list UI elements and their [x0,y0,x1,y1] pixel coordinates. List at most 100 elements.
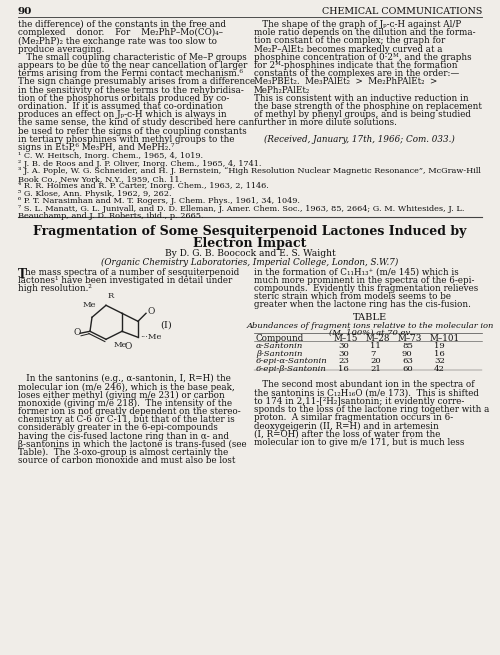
Text: the difference) of the constants in the free and: the difference) of the constants in the … [18,20,226,29]
Text: O: O [73,328,80,337]
Text: β-santonins in which the lactone is trans-fused (see: β-santonins in which the lactone is tran… [18,440,246,449]
Text: In the santonins (e.g., α-santonin, I, R=H) the: In the santonins (e.g., α-santonin, I, R… [18,374,231,383]
Text: tion of the phosphorus orbitals produced by co-: tion of the phosphorus orbitals produced… [18,94,230,103]
Text: O: O [147,307,154,316]
Text: 60: 60 [402,365,413,373]
Text: Me₂P–AlEt₂ becomes markedly curved at a: Me₂P–AlEt₂ becomes markedly curved at a [254,45,442,54]
Text: M–15: M–15 [334,334,358,343]
Text: 63: 63 [402,358,413,365]
Text: molecular ion (m/e 246), which is the base peak,: molecular ion (m/e 246), which is the ba… [18,383,235,392]
Text: Me: Me [82,301,96,309]
Text: 85: 85 [402,343,413,350]
Text: 11: 11 [370,343,381,350]
Text: tion constant of the complex; the graph for: tion constant of the complex; the graph … [254,37,446,45]
Text: TABLE: TABLE [353,312,387,322]
Text: produces an effect on Jₚ-ᴄ-H which is always in: produces an effect on Jₚ-ᴄ-H which is al… [18,110,227,119]
Text: in tertiary phosphines with methyl groups to the: in tertiary phosphines with methyl group… [18,135,234,144]
Text: former ion is not greatly dependent on the stereo-: former ion is not greatly dependent on t… [18,407,241,416]
Text: 42: 42 [434,365,445,373]
Text: β-Santonin: β-Santonin [256,350,302,358]
Text: deoxygeigerin (II, R=H) and in artemesin: deoxygeigerin (II, R=H) and in artemesin [254,421,439,430]
Text: α-Santonin: α-Santonin [256,343,304,350]
Text: 7: 7 [370,350,376,358]
Text: much more prominent in the spectra of the 6-epi-: much more prominent in the spectra of th… [254,276,474,285]
Text: having the cis-fused lactone ring than in α- and: having the cis-fused lactone ring than i… [18,432,229,441]
Text: loses either methyl (giving m/e 231) or carbon: loses either methyl (giving m/e 231) or … [18,390,225,400]
Text: ¹ C. W. Heitsch, Inorg. Chem., 1965, 4, 1019.: ¹ C. W. Heitsch, Inorg. Chem., 1965, 4, … [18,152,203,160]
Text: ⁶ P. T. Narasimhan and M. T. Rogers, J. Chem. Phys., 1961, 34, 1049.: ⁶ P. T. Narasimhan and M. T. Rogers, J. … [18,197,300,205]
Text: further in more dilute solutions.: further in more dilute solutions. [254,119,397,128]
Text: the base strength of the phosphine on replacement: the base strength of the phosphine on re… [254,102,482,111]
Text: 30: 30 [338,343,349,350]
Text: CHEMICAL COMMUNICATIONS: CHEMICAL COMMUNICATIONS [322,7,482,16]
Text: T: T [18,268,27,281]
Text: appears to be due to the near cancellation of larger: appears to be due to the near cancellati… [18,61,248,70]
Text: (I, R=OH) after the loss of water from the: (I, R=OH) after the loss of water from t… [254,430,440,439]
Text: source of carbon monoxide and must also be lost: source of carbon monoxide and must also … [18,457,236,465]
Text: The small coupling characteristic of Me–P groups: The small coupling characteristic of Me–… [18,53,247,62]
Text: M–28: M–28 [366,334,390,343]
Text: 6-epi-β-Santonin: 6-epi-β-Santonin [256,365,327,373]
Text: 20: 20 [370,358,381,365]
Text: Electron Impact: Electron Impact [194,236,306,250]
Text: MePh₂PAlEt₂: MePh₂PAlEt₂ [254,86,310,94]
Text: ···Me: ···Me [140,333,162,341]
Text: 16: 16 [434,350,445,358]
Text: The shape of the graph of Jₚ-ᴄ-H against Al/P: The shape of the graph of Jₚ-ᴄ-H against… [254,20,461,29]
Text: be used to refer the signs of the coupling constants: be used to refer the signs of the coupli… [18,126,247,136]
Text: 21: 21 [370,365,381,373]
Text: sponds to the loss of the lactone ring together with a: sponds to the loss of the lactone ring t… [254,405,490,414]
Text: ² J. B. de Roos and J. P. Oliver, Inorg. Chem., 1965, 4, 1741.: ² J. B. de Roos and J. P. Oliver, Inorg.… [18,160,262,168]
Text: considerably greater in the 6-epi-compounds: considerably greater in the 6-epi-compou… [18,424,218,432]
Text: (I): (I) [160,321,172,330]
Text: R: R [108,292,114,300]
Text: (M, 100%) at 70 ev.: (M, 100%) at 70 ev. [328,329,411,337]
Text: the santonins is C₁₂H₁₆O (m/e 173).  This is shifted: the santonins is C₁₂H₁₆O (m/e 173). This… [254,388,479,398]
Text: high resolution.²: high resolution.² [18,284,92,293]
Text: (Received, January, 17th, 1966; Com. 033.): (Received, January, 17th, 1966; Com. 033… [264,135,455,144]
Text: molecular ion to give m/e 171, but is much less: molecular ion to give m/e 171, but is mu… [254,438,464,447]
Text: ³ J. A. Pople, W. G. Schneider, and H. J. Bernstein, “High Resolution Nuclear Ma: ³ J. A. Pople, W. G. Schneider, and H. J… [18,167,481,175]
Text: compounds.  Evidently this fragmentation relieves: compounds. Evidently this fragmentation … [254,284,478,293]
Text: Table).  The 3-oxo-group is almost certainly the: Table). The 3-oxo-group is almost certai… [18,448,228,457]
Text: produce averaging.: produce averaging. [18,45,104,54]
Text: The sign change presumably arises from a difference: The sign change presumably arises from a… [18,77,255,86]
Text: ⁷ S. L. Manatt, G. L. Junivall, and D. D. Elleman, J. Amer. Chem. Soc., 1963, 85: ⁷ S. L. Manatt, G. L. Junivall, and D. D… [18,205,464,213]
Text: proton.  A similar fragmentation occurs in 6-: proton. A similar fragmentation occurs i… [254,413,453,422]
Text: ⁵ G. Klose, Ann. Physik, 1962, 9, 262.: ⁵ G. Klose, Ann. Physik, 1962, 9, 262. [18,190,172,198]
Text: (Me₂PhP)₂ the exchange rate was too slow to: (Me₂PhP)₂ the exchange rate was too slow… [18,37,217,46]
Text: signs in Et₃P,⁶ Me₃PH, and MePH₂.⁷: signs in Et₃P,⁶ Me₃PH, and MePH₂.⁷ [18,143,174,152]
Text: Compound: Compound [256,334,304,343]
Text: Me: Me [113,341,127,349]
Text: 23: 23 [338,358,349,365]
Text: 19: 19 [434,343,445,350]
Text: greater when the lactone ring has the cis-fusion.: greater when the lactone ring has the ci… [254,301,471,310]
Text: 6-epi-α-Santonin: 6-epi-α-Santonin [256,358,328,365]
Text: ⁴ R. R. Holmes and R. P. Carter, Inorg. Chem., 1963, 2, 1146.: ⁴ R. R. Holmes and R. P. Carter, Inorg. … [18,182,269,190]
Text: 32: 32 [434,358,445,365]
Text: phosphine concentration of 0·2ᴹ, and the graphs: phosphine concentration of 0·2ᴹ, and the… [254,53,472,62]
Text: in the formation of C₁₁H₁₃⁺ (m/e 145) which is: in the formation of C₁₁H₁₃⁺ (m/e 145) wh… [254,268,459,276]
Text: This is consistent with an inductive reduction in: This is consistent with an inductive red… [254,94,468,103]
Text: for 2ᴹ-phosphines indicate that the formation: for 2ᴹ-phosphines indicate that the form… [254,61,458,70]
Text: 30: 30 [338,350,349,358]
Text: monoxide (giving m/e 218).  The intensity of the: monoxide (giving m/e 218). The intensity… [18,399,232,408]
Text: M–73: M–73 [398,334,422,343]
Text: the same sense, the kind of study described here can: the same sense, the kind of study descri… [18,119,255,128]
Text: (Organic Chemistry Laboratories, Imperial College, London, S.W.7): (Organic Chemistry Laboratories, Imperia… [102,257,399,267]
Text: lactones¹ have been investigated in detail under: lactones¹ have been investigated in deta… [18,276,232,285]
Text: Beauchamp, and J. D. Roberts, ibid., p. 2665.: Beauchamp, and J. D. Roberts, ibid., p. … [18,212,204,220]
Text: of methyl by phenyl groups, and is being studied: of methyl by phenyl groups, and is being… [254,110,471,119]
Text: constants of the complexes are in the order:—: constants of the complexes are in the or… [254,69,459,78]
Text: 90: 90 [402,350,413,358]
Text: steric strain which from models seems to be: steric strain which from models seems to… [254,292,451,301]
Text: to 174 in 2,11-[²H₂]santonin; it evidently corre-: to 174 in 2,11-[²H₂]santonin; it evident… [254,397,464,406]
Text: Me₃PBEt₂.  Me₃PAlEt₂  >  Me₂PhPAlEt₂  >: Me₃PBEt₂. Me₃PAlEt₂ > Me₂PhPAlEt₂ > [254,77,437,86]
Text: O: O [124,343,132,351]
Text: in the sensitivity of these terms to the rehybridisa-: in the sensitivity of these terms to the… [18,86,244,94]
Text: Book Co., New York, N.Y., 1959, Ch. 11.: Book Co., New York, N.Y., 1959, Ch. 11. [18,175,182,183]
Text: he mass spectra of a number of sesquiterpenoid: he mass spectra of a number of sesquiter… [25,268,240,276]
Text: complexed    donor.    For    Me₂PhP–Mo(CO)₄–: complexed donor. For Me₂PhP–Mo(CO)₄– [18,28,223,37]
Text: terms arising from the Fermi contact mechanism.⁶: terms arising from the Fermi contact mec… [18,69,243,78]
Text: The second most abundant ion in the spectra of: The second most abundant ion in the spec… [254,381,474,390]
